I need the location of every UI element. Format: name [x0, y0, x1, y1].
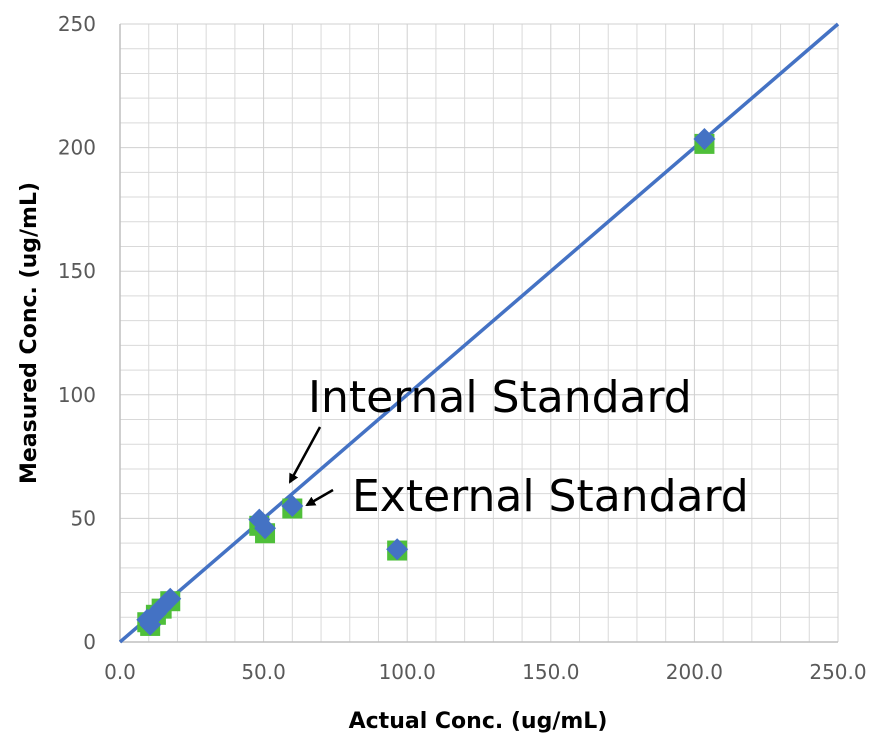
x-tick-label: 50.0 [241, 660, 286, 684]
annotation-internal-standard: Internal Standard [308, 372, 692, 423]
diamond-marker [693, 127, 716, 150]
x-tick-label: 250.0 [809, 660, 866, 684]
x-tick-label: 0.0 [104, 660, 136, 684]
x-tick-labels: 0.0 50.0 100.0 150.0 200.0 250.0 [104, 660, 867, 684]
y-tick-label: 0 [83, 630, 96, 654]
identity-line [118, 22, 840, 644]
annotation-arrow-internal [288, 426, 322, 484]
x-tick-label: 200.0 [666, 660, 723, 684]
x-tick-label: 100.0 [379, 660, 436, 684]
x-tick-label: 150.0 [522, 660, 579, 684]
diamond-marker [159, 587, 182, 610]
x-axis-title: Actual Conc. (ug/mL) [349, 709, 608, 734]
y-tick-label: 100 [58, 383, 96, 407]
y-tick-label: 50 [71, 506, 96, 530]
diamond-marker [386, 538, 409, 561]
diamond-marker [281, 495, 304, 518]
y-tick-label: 250 [58, 12, 96, 36]
y-tick-label: 150 [58, 259, 96, 283]
y-axis-title: Measured Conc. (ug/mL) [17, 182, 42, 484]
annotation-arrow-external [305, 488, 334, 507]
y-tick-labels: 0 50 100 150 200 250 [58, 12, 96, 654]
grid-minor [120, 24, 838, 642]
y-tick-label: 200 [58, 136, 96, 160]
annotation-external-standard: External Standard [352, 471, 749, 522]
data-points [136, 127, 716, 636]
diamond-marker [254, 517, 277, 540]
